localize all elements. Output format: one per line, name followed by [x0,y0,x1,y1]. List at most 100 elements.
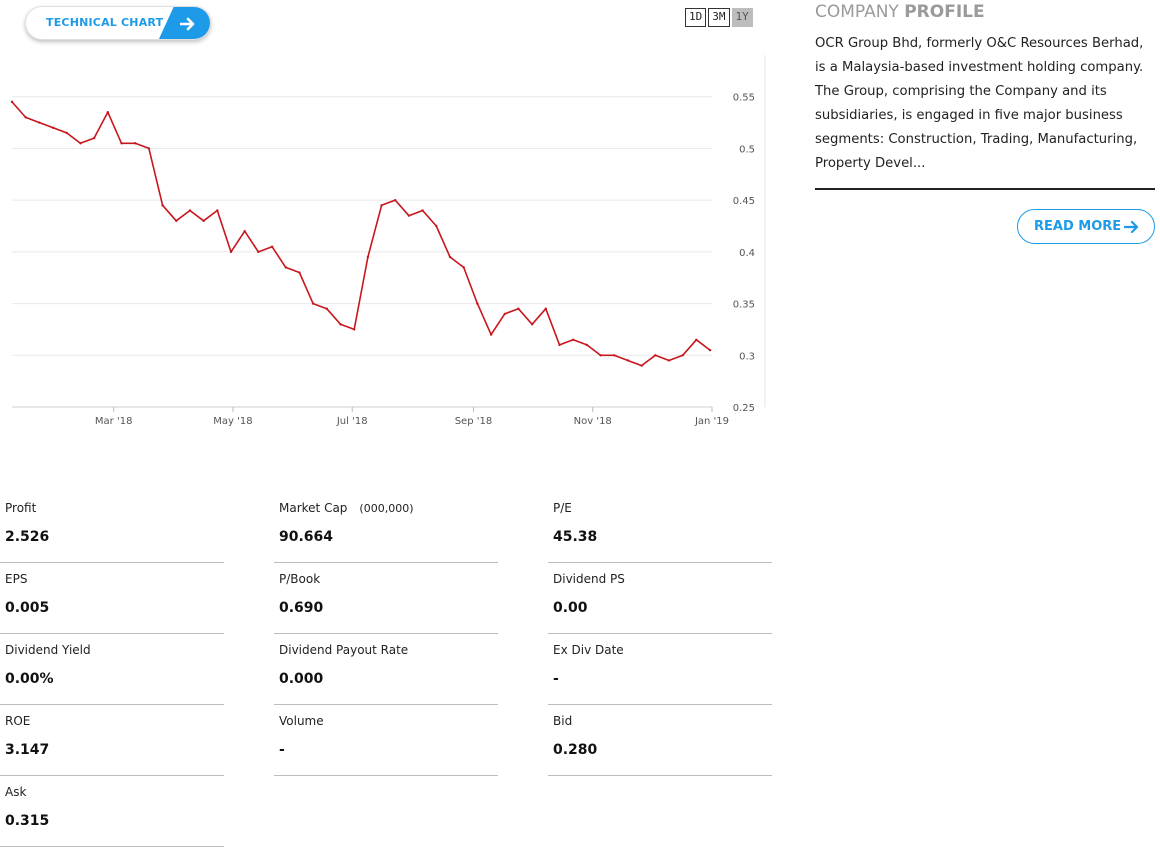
stat-label: EPS [5,572,27,586]
price-point [65,131,68,135]
price-point [147,147,151,150]
read-more-button[interactable]: READ MORE [1017,209,1155,244]
price-point [695,338,698,341]
stat-profit: Profit 2.526 [0,492,224,563]
price-point [476,302,479,305]
heading-light: COMPANY [815,2,905,22]
price-point [38,121,41,124]
stat-label: Dividend Yield [5,643,91,657]
x-tick-label: Sep '18 [455,416,493,427]
price-point [667,359,671,362]
y-tick-label: 0.4 [739,248,755,259]
range-1y-button[interactable]: 1Y [731,8,753,27]
chart-x-axis: Mar '18 May '18 Jul '18 Sep '18 Nov '18 Jan '… [95,407,729,427]
price-point [298,271,301,274]
stat-label-text: Dividend Yield [5,643,91,657]
price-point [544,307,547,310]
price-point [489,333,493,336]
stat-p-e: P/E 45.38 [548,492,772,563]
stat-label: Dividend PS [553,572,625,586]
price-point [270,245,274,248]
stat-label-text: Dividend PS [553,572,625,586]
stat-ask: Ask 0.315 [0,776,224,847]
price-point [558,343,561,347]
stat-value: 0.005 [5,600,50,616]
stat-p-book: P/Book 0.690 [274,563,498,634]
stat-label: P/Book [279,572,320,586]
stat-value: 3.147 [5,742,50,758]
price-point [407,214,411,217]
chart-y-axis: 0.25 0.3 0.35 0.4 0.45 0.5 0.55 [733,93,755,414]
price-point [613,354,616,357]
x-tick-label: Mar '18 [95,416,133,427]
stat-unit: (000,000) [359,502,414,515]
heading-bold: PROFILE [904,2,985,22]
stat-label-text: Market Cap [279,501,348,515]
stat-label-text: ROE [5,714,31,728]
stat-label: P/E [553,501,572,515]
price-point [366,255,370,259]
stat-market-cap: Market Cap (000,000) 90.664 [274,492,498,563]
price-point [325,307,329,310]
price-line [11,101,711,367]
price-point [284,266,287,269]
price-point [24,116,27,119]
price-point [626,359,630,362]
price-point [654,354,657,357]
price-point [10,100,14,104]
range-3m-button[interactable]: 3M [708,8,730,27]
price-point [92,136,96,140]
price-point [243,229,246,233]
stat-eps: EPS 0.005 [0,563,224,634]
price-point [216,209,219,212]
price-point [571,338,575,341]
company-profile-heading: COMPANY PROFILE [815,0,1155,24]
price-point [530,323,534,326]
read-more-label: READ MORE [1034,219,1122,234]
price-point [585,343,589,347]
technical-chart-label: TECHNICAL CHART [46,16,164,29]
stat-value: 45.38 [553,529,598,545]
stat-label-text: Ask [5,785,27,799]
technical-chart-button[interactable]: TECHNICAL CHART [25,6,211,40]
x-tick-label: Jan '19 [694,416,729,427]
stat-value: 0.690 [279,600,324,616]
price-point [311,302,315,305]
stat-value: 0.00% [5,671,54,687]
stat-value: 2.526 [5,529,50,545]
profile-divider [815,188,1155,190]
range-1d-button[interactable]: 1D [685,8,707,27]
company-description: OCR Group Bhd, formerly O&C Resources Be… [815,36,1144,171]
stat-ex-div-date: Ex Div Date - [548,634,772,705]
stat-volume: Volume - [274,705,498,776]
y-tick-label: 0.3 [739,351,755,362]
stat-label-text: Bid [553,714,573,728]
stat-dividend-yield: Dividend Yield 0.00% [0,634,224,705]
price-point [352,328,356,331]
price-point [202,219,205,223]
price-point [161,204,164,207]
stat-value: 0.315 [5,813,50,829]
stat-label-text: Dividend Payout Rate [279,643,409,657]
x-tick-label: Nov '18 [574,416,612,427]
stat-value: 0.000 [279,671,324,687]
price-point [188,209,192,212]
chart-grid [12,55,766,408]
price-point [229,250,233,254]
price-point [51,126,55,129]
stat-label: Volume [279,714,324,728]
price-point [380,204,383,207]
company-profile: COMPANY PROFILE OCR Group Bhd, formerly … [815,0,1155,244]
stat-label: Ex Div Date [553,643,624,657]
price-point [106,111,110,114]
price-point [175,219,178,223]
stat-dividend-payout-rate: Dividend Payout Rate 0.000 [274,634,498,705]
stat-label-text: Profit [5,501,37,515]
stat-label: Market Cap (000,000) [279,501,414,515]
price-point [462,266,465,269]
price-point [435,224,438,228]
y-tick-label: 0.5 [739,144,755,155]
stat-label-text: EPS [5,572,28,586]
stat-label: Profit [5,501,36,515]
stat-label: Ask [5,785,26,799]
